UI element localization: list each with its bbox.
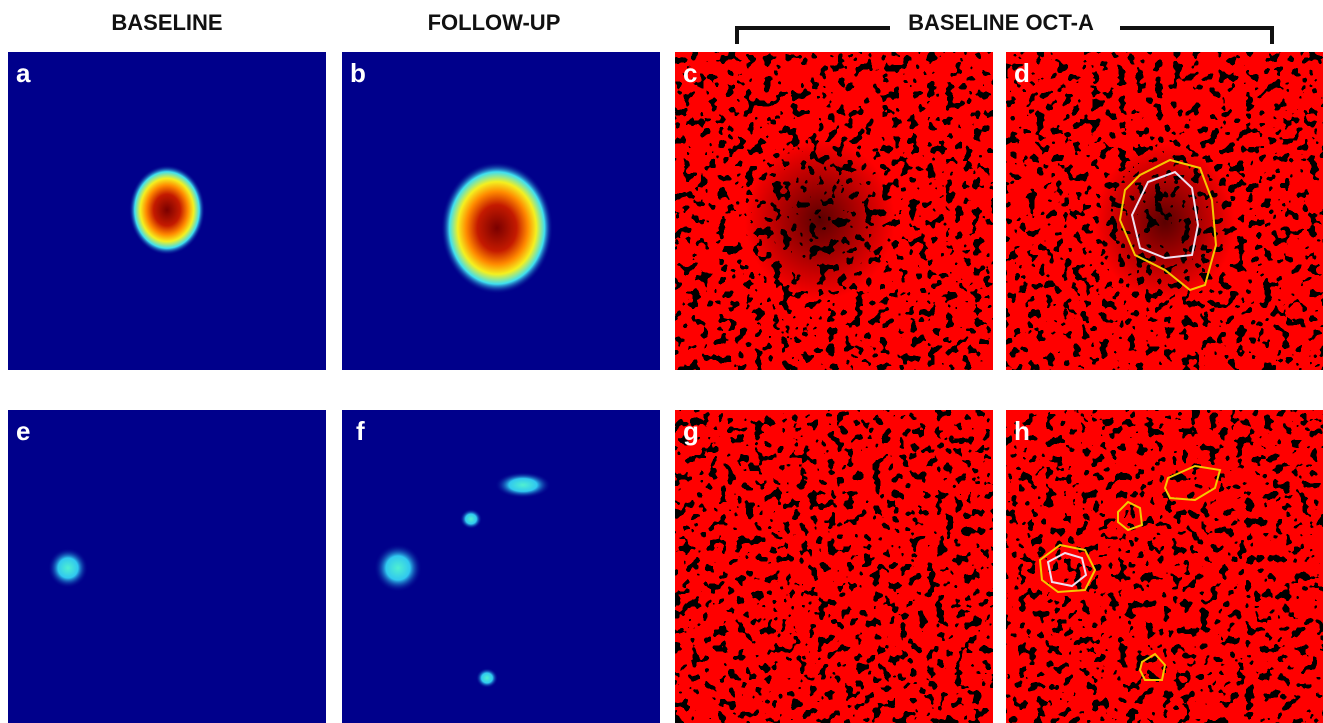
panel-label: d (1014, 58, 1030, 88)
panel-image (675, 410, 993, 723)
heat-blob (48, 548, 88, 588)
column-header: BASELINE (111, 10, 222, 35)
panel-label: g (683, 416, 699, 446)
page: {"headers": {"baseline": "BASELINE", "fo… (0, 0, 1323, 723)
panel-label: c (683, 58, 697, 88)
heat-blob (460, 509, 482, 529)
heat-blob (129, 165, 205, 255)
heat-blob (374, 544, 422, 592)
heat-blob (495, 472, 551, 498)
panel-label: h (1014, 416, 1030, 446)
column-header: FOLLOW-UP (428, 10, 561, 35)
heat-blob (476, 668, 498, 688)
panel-label: e (16, 416, 30, 446)
panel-label: f (356, 416, 365, 446)
heat-blob (441, 162, 553, 294)
column-header: BASELINE OCT-A (908, 10, 1094, 35)
panel-image (1006, 410, 1323, 723)
panel-label: b (350, 58, 366, 88)
figure: BASELINE FOLLOW-UP BASELINE OCT-A a b c … (0, 0, 1323, 723)
panel-label: a (16, 58, 31, 88)
dark-region (745, 140, 895, 300)
